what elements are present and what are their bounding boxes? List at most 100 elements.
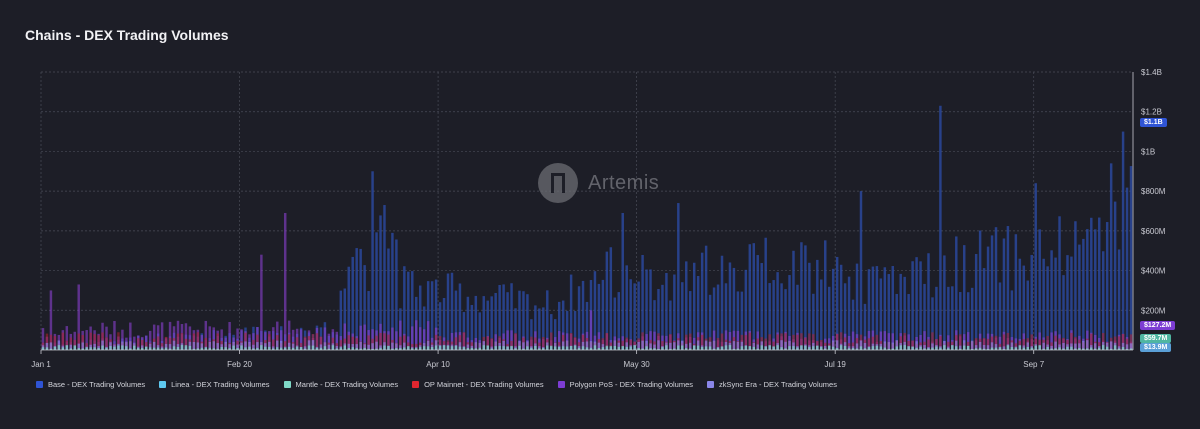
bar-op-mainnet (796, 334, 799, 350)
bar-op-mainnet (49, 334, 53, 350)
bar-polygon (41, 328, 45, 350)
bar-zksync (990, 342, 994, 350)
bar-mantle (704, 346, 708, 350)
bar-base (510, 283, 513, 350)
legend-item-linea[interactable]: Linea - DEX Trading Volumes (159, 380, 270, 389)
bar-base (569, 274, 573, 350)
bar-base (470, 304, 474, 350)
bar-mantle (943, 345, 946, 350)
bar-base (689, 291, 692, 350)
bar-zksync (895, 340, 898, 350)
bar-op-mainnet (720, 333, 724, 350)
bar-op-mainnet (764, 338, 767, 350)
bar-base (494, 292, 497, 350)
bar-base (772, 280, 775, 350)
bar-zksync (363, 344, 366, 350)
bar-mantle (689, 348, 692, 350)
bar-op-mainnet (689, 333, 692, 350)
bar-mantle (97, 347, 100, 350)
bar-zksync (276, 340, 279, 350)
bar-op-mainnet (871, 336, 875, 350)
bar-base (581, 280, 585, 350)
bar-zksync (752, 342, 756, 350)
bar-base (851, 299, 855, 350)
bar-polygon (653, 331, 656, 350)
bar-mantle (986, 348, 990, 350)
bar-op-mainnet (383, 333, 386, 350)
bar-mantle (657, 348, 660, 350)
bar-mantle (740, 346, 744, 350)
bar-mantle (1062, 348, 1065, 350)
bar-base (768, 283, 771, 350)
bar-zksync (216, 343, 219, 350)
bar-mantle (716, 347, 720, 350)
bar-zksync (522, 342, 525, 350)
bar-base (1058, 216, 1061, 350)
legend-item-zksync[interactable]: zkSync Era - DEX Trading Volumes (707, 380, 837, 389)
bar-op-mainnet (438, 336, 442, 350)
bar-polygon (418, 327, 422, 350)
bar-base (403, 266, 406, 350)
bar-mantle (411, 348, 414, 350)
bar-polygon (391, 327, 394, 350)
bar-base (577, 286, 581, 350)
bar-mantle (105, 347, 108, 350)
bar-op-mainnet (156, 336, 160, 350)
bar-base (800, 242, 803, 350)
bar-polygon (236, 328, 239, 350)
bar-mantle (617, 346, 620, 350)
bar-base (450, 272, 454, 350)
bar-zksync (824, 345, 827, 350)
bar-mantle (780, 347, 783, 350)
bar-mantle (184, 345, 188, 350)
bar-zksync (784, 341, 787, 350)
bar-op-mainnet (1074, 336, 1077, 350)
artemis-logo-icon (538, 163, 578, 203)
bar-zksync (561, 341, 565, 350)
bar-mantle (156, 347, 160, 350)
bar-base (812, 293, 815, 350)
bar-mantle (589, 347, 593, 350)
bar-polygon (891, 333, 894, 350)
badge-linea-last-value: $13.9M (1140, 343, 1172, 352)
bar-op-mainnet (661, 341, 664, 350)
bar-base (677, 203, 680, 350)
bar-mantle (387, 345, 390, 350)
legend-item-op-mainnet[interactable]: OP Mainnet - DEX Trading Volumes (412, 380, 544, 389)
bar-base (407, 271, 410, 350)
bar-op-mainnet (339, 340, 343, 350)
bar-zksync (978, 341, 982, 350)
bar-base (843, 283, 847, 350)
bar-polygon (280, 330, 283, 350)
bar-base (875, 266, 879, 350)
bar-zksync (391, 342, 394, 350)
bar-zksync (494, 341, 497, 350)
bar-base (681, 282, 684, 350)
bar-zksync (982, 344, 986, 350)
bar-mantle (907, 346, 910, 350)
legend-item-base[interactable]: Base - DEX Trading Volumes (36, 380, 145, 389)
bar-zksync (1094, 343, 1097, 350)
legend-item-mantle[interactable]: Mantle - DEX Trading Volumes (283, 380, 398, 389)
bar-zksync (963, 340, 966, 350)
bar-mantle (224, 347, 227, 350)
bar-base (653, 300, 656, 350)
bar-base (367, 291, 370, 350)
bar-mantle (764, 346, 767, 350)
bar-zksync (434, 340, 438, 350)
legend: Base - DEX Trading Volumes Linea - DEX T… (36, 380, 837, 389)
bar-zksync (323, 342, 327, 350)
bar-base (883, 267, 887, 350)
bar-polygon (121, 329, 124, 350)
bar-zksync (653, 344, 656, 350)
bar-base (645, 269, 648, 350)
bar-zksync (77, 343, 80, 350)
bar-mantle (458, 346, 462, 350)
bar-polygon (422, 329, 426, 350)
bar-op-mainnet (351, 336, 354, 350)
bar-mantle (752, 346, 756, 350)
bar-mantle (855, 348, 859, 350)
bar-zksync (252, 344, 255, 350)
bar-mantle (200, 347, 204, 350)
legend-item-polygon[interactable]: Polygon PoS - DEX Trading Volumes (557, 380, 693, 389)
